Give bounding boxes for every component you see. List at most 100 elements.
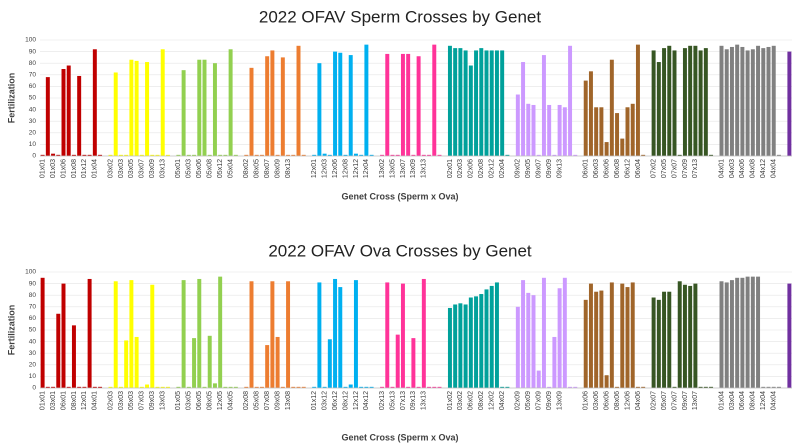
x-tick-label: 08x02 <box>478 391 485 410</box>
x-tick-label: 07x13 <box>400 391 407 410</box>
x-tick-label: 08x07 <box>264 159 271 178</box>
bar <box>771 386 776 388</box>
x-tick-label: 04x01 <box>718 159 725 178</box>
y-tick-label: 60 <box>29 315 37 322</box>
bar <box>573 154 578 156</box>
bar <box>635 44 640 156</box>
bar <box>724 282 729 388</box>
bar <box>233 154 238 156</box>
bar <box>108 386 113 388</box>
bar <box>327 339 332 388</box>
y-tick-label: 0 <box>32 153 36 160</box>
bar <box>729 280 734 388</box>
bar <box>651 297 656 388</box>
x-tick-label: 06x02 <box>468 391 475 410</box>
x-tick-label: 07x09 <box>682 159 689 178</box>
bar <box>40 277 45 388</box>
x-tick-label: 12x05 <box>217 391 224 410</box>
bar <box>124 340 129 388</box>
x-tick-label: 09x09 <box>546 159 553 178</box>
bar <box>724 49 729 156</box>
x-tick-label: 13x09 <box>556 391 563 410</box>
bar <box>223 386 228 388</box>
bar <box>197 278 202 388</box>
x-tick-label: 12x03 <box>321 159 328 178</box>
x-tick-label: 01x12 <box>81 159 88 178</box>
x-tick-label: 06x01 <box>583 159 590 178</box>
bar <box>641 386 646 388</box>
x-axis-title: Genet Cross (Sperm x Ova) <box>341 432 458 442</box>
x-tick-label: 02x04 <box>499 159 506 178</box>
bar <box>223 154 228 156</box>
bar <box>291 386 296 388</box>
x-tick-label: 09x02 <box>515 159 522 178</box>
bar <box>672 386 677 388</box>
bar <box>259 154 264 156</box>
bar <box>583 299 588 388</box>
bar <box>547 104 552 156</box>
bar <box>134 60 139 156</box>
x-tick-label: 05x04 <box>227 159 234 178</box>
y-tick-label: 90 <box>29 48 37 55</box>
bar <box>45 386 50 388</box>
bar <box>92 386 97 388</box>
x-tick-label: 03x05 <box>186 391 193 410</box>
bar <box>474 296 479 388</box>
bar <box>218 276 223 388</box>
bar <box>494 50 499 156</box>
x-tick-label: 04x02 <box>499 391 506 410</box>
bar <box>432 386 437 388</box>
bar <box>630 282 635 388</box>
x-tick-label: 01x05 <box>175 391 182 410</box>
bar <box>562 107 567 156</box>
bar <box>787 51 792 156</box>
bar <box>432 44 437 156</box>
bar <box>756 45 761 156</box>
bar <box>212 63 217 157</box>
bar <box>275 336 280 388</box>
x-tick-label: 02x01 <box>447 159 454 178</box>
bar <box>552 154 557 156</box>
bar <box>427 154 432 156</box>
bar <box>197 59 202 156</box>
bar <box>656 299 661 388</box>
bar <box>740 277 745 388</box>
bar <box>244 154 249 156</box>
x-tick-label: 08x13 <box>285 159 292 178</box>
x-tick-label: 03x01 <box>50 391 57 410</box>
y-axis-title: Fertilization <box>6 73 16 124</box>
x-tick-label: 12x01 <box>81 391 88 410</box>
x-tick-label: 02x07 <box>650 391 657 410</box>
x-tick-label: 06x03 <box>593 159 600 178</box>
x-tick-label: 07x09 <box>536 391 543 410</box>
x-tick-label: 01x01 <box>39 159 46 178</box>
x-tick-label: 07x02 <box>650 159 657 178</box>
bar <box>620 138 625 156</box>
bar <box>719 45 724 156</box>
bar <box>531 104 536 156</box>
bar <box>186 386 191 388</box>
bar <box>71 154 76 156</box>
x-tick-label: 02x08 <box>478 159 485 178</box>
x-tick-label: 04x08 <box>750 159 757 178</box>
bar <box>474 50 479 156</box>
bar <box>536 154 541 156</box>
bar <box>615 113 620 156</box>
x-tick-label: 04x04 <box>771 159 778 178</box>
y-tick-label: 30 <box>29 350 37 357</box>
x-tick-label: 05x03 <box>128 391 135 410</box>
bar <box>333 51 338 156</box>
bar <box>348 55 353 156</box>
x-tick-label: 04x01 <box>92 391 99 410</box>
bar <box>745 50 750 156</box>
bar <box>541 55 546 156</box>
bar <box>729 46 734 156</box>
x-tick-label: 06x04 <box>635 159 642 178</box>
x-tick-label: 12x04 <box>760 391 767 410</box>
bar <box>192 338 197 388</box>
bar <box>500 50 505 156</box>
bar <box>761 48 766 157</box>
bar <box>286 281 291 388</box>
bar <box>787 283 792 388</box>
bar <box>411 338 416 388</box>
